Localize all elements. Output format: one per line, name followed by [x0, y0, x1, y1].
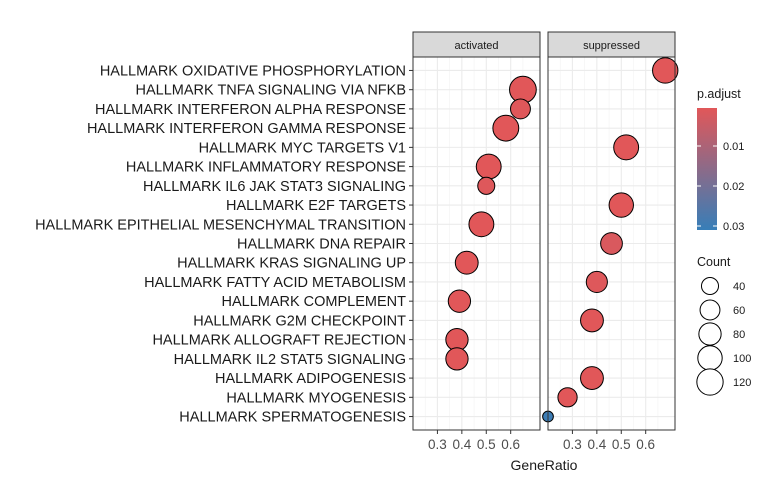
data-point [454, 250, 479, 275]
term-label: HALLMARK INFLAMMATORY RESPONSE [126, 160, 406, 176]
x-tick-label: 0.3 [563, 437, 582, 452]
term-label: HALLMARK COMPLEMENT [221, 294, 406, 310]
term-label: HALLMARK INTERFERON ALPHA RESPONSE [95, 102, 406, 118]
data-point [585, 270, 608, 294]
term-label: HALLMARK IL2 STAT5 SIGNALING [174, 352, 406, 368]
data-point [608, 192, 634, 218]
term-label: HALLMARK IL6 JAK STAT3 SIGNALING [143, 179, 406, 195]
x-tick-label: 0.4 [587, 437, 606, 452]
data-point [447, 289, 472, 313]
term-label: HALLMARK OXIDATIVE PHOSPHORYLATION [100, 63, 406, 79]
x-tick-label: 0.3 [428, 437, 447, 452]
data-point [600, 232, 623, 255]
data-point [475, 153, 502, 180]
term-label: HALLMARK KRAS SIGNALING UP [177, 256, 406, 272]
data-point [613, 134, 640, 161]
data-point [477, 176, 496, 195]
term-label: HALLMARK E2F TARGETS [226, 198, 406, 214]
term-label: HALLMARK G2M CHECKPOINT [193, 313, 406, 329]
term-label: HALLMARK TNFA SIGNALING VIA NFKB [136, 83, 406, 99]
color-legend-title: p.adjust [697, 87, 741, 101]
term-label: HALLMARK ADIPOGENESIS [215, 371, 406, 387]
size-legend-title: Count [697, 255, 731, 269]
size-legend-label: 80 [733, 329, 745, 341]
size-legend-label: 100 [733, 353, 751, 365]
data-point [580, 308, 604, 333]
term-label: HALLMARK INTERFERON GAMMA RESPONSE [87, 121, 406, 137]
data-point [557, 387, 578, 408]
x-tick-label: 0.4 [452, 437, 471, 452]
size-legend-key [697, 345, 723, 371]
data-point [580, 366, 604, 391]
facet-strip [547, 31, 676, 58]
facet-strip-label: suppressed [583, 40, 640, 52]
facet-strip [412, 31, 541, 58]
size-legend-label: 60 [733, 305, 745, 317]
color-legend-label: 0.02 [723, 181, 744, 193]
size-legend-key [700, 276, 720, 296]
size-legend-label: 40 [733, 281, 745, 293]
facet-strip-label: activated [454, 40, 498, 52]
term-label: HALLMARK FATTY ACID METABOLISM [144, 275, 406, 291]
color-legend-label: 0.03 [723, 221, 744, 233]
term-label: HALLMARK EPITHELIAL MESENCHYMAL TRANSITI… [35, 217, 406, 233]
data-point [468, 211, 495, 238]
size-legend-key [699, 299, 721, 321]
data-point [510, 98, 531, 120]
x-tick-label: 0.6 [501, 437, 520, 452]
x-tick-label: 0.5 [477, 437, 496, 452]
data-point [652, 57, 679, 84]
panel-border [547, 56, 676, 431]
x-tick-label: 0.6 [636, 437, 655, 452]
term-label: HALLMARK ALLOGRAFT REJECTION [152, 333, 406, 349]
size-legend-key [696, 368, 724, 396]
term-label: HALLMARK DNA REPAIR [237, 237, 406, 253]
term-label: HALLMARK MYOGENESIS [226, 390, 406, 406]
color-legend-label: 0.01 [723, 141, 744, 153]
term-label: HALLMARK SPERMATOGENESIS [179, 410, 406, 426]
data-point [445, 347, 469, 371]
x-tick-label: 0.5 [612, 437, 631, 452]
term-label: HALLMARK MYC TARGETS V1 [199, 140, 406, 156]
color-legend-bar [697, 108, 717, 230]
x-axis-title: GeneRatio [511, 457, 578, 473]
data-point [492, 114, 520, 142]
size-legend-label: 120 [733, 377, 751, 389]
size-legend-key [698, 322, 722, 346]
